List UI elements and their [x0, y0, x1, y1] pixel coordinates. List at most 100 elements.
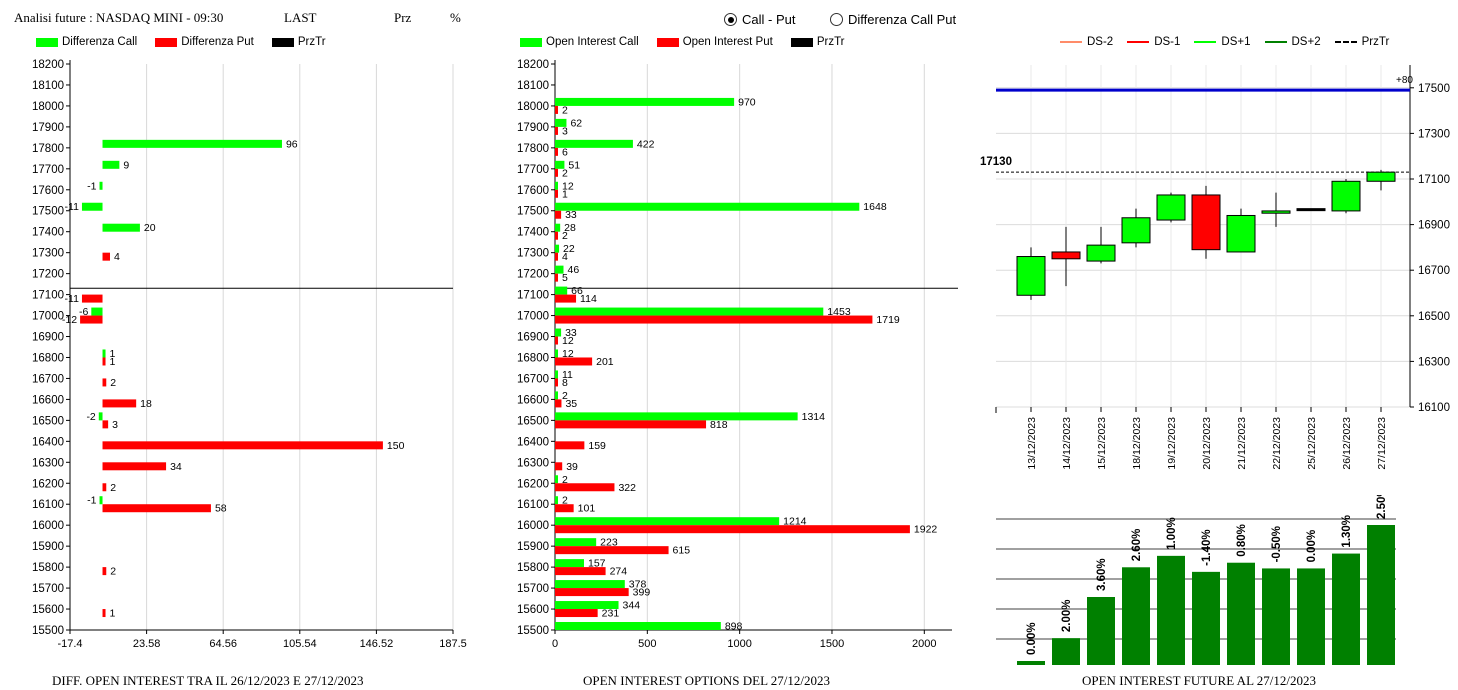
bar-call — [102, 139, 282, 148]
bar-call — [555, 202, 860, 211]
radio-call-put[interactable]: Call - Put — [724, 12, 795, 27]
y-tick-label: 18200 — [517, 59, 549, 71]
data-label: -11 — [65, 293, 80, 305]
y-tick-label: 17000 — [32, 311, 64, 323]
y-tick-label: 16700 — [517, 373, 549, 385]
legend-item: DS+2 — [1264, 36, 1321, 48]
bar-call — [555, 580, 625, 589]
bar-put — [555, 168, 558, 177]
y-tick-label: 16100 — [32, 499, 64, 511]
y-tick-label: 16800 — [517, 352, 549, 364]
data-label: 96 — [286, 138, 298, 150]
data-label: 33 — [565, 327, 577, 339]
bar-put — [555, 315, 873, 324]
y-tick-label: 16700 — [32, 373, 64, 385]
x-tick-label: 1000 — [727, 638, 751, 650]
diff-open-interest-chart: -17.4 23.58 64.56 105.54 146.52 187.518200181… — [32, 59, 467, 650]
data-label: 2 — [562, 474, 568, 486]
y-tick-label: 16500 — [517, 415, 549, 427]
data-label: 159 — [588, 440, 606, 452]
data-label: 34 — [170, 461, 182, 473]
data-label: 2.50% — [1376, 495, 1388, 519]
y-tick-label: 16000 — [517, 520, 549, 532]
bar-call — [555, 181, 558, 190]
bar-put — [555, 336, 558, 345]
candle-body — [1156, 194, 1186, 221]
data-label: 399 — [633, 587, 651, 599]
bar-put — [555, 441, 585, 450]
y-tick-label: 16200 — [517, 478, 549, 490]
y-tick-label: 18100 — [32, 80, 64, 92]
bar-put — [555, 357, 593, 366]
bar-put — [81, 294, 103, 303]
candle-body — [1331, 180, 1361, 212]
bar-call — [81, 202, 103, 211]
y-tick-label: 17100 — [517, 290, 549, 302]
y-tick-label: 16900 — [1418, 220, 1450, 232]
x-tick-label: 27/12/2023 — [1376, 417, 1388, 470]
caption-future: OPEN INTEREST FUTURE AL 27/12/2023 — [1082, 673, 1317, 688]
y-tick-label: 16200 — [32, 478, 64, 490]
candle-body — [1261, 210, 1291, 214]
data-label: 3 — [562, 125, 568, 137]
bar — [1157, 555, 1185, 665]
y-tick-label: 17900 — [517, 122, 549, 134]
data-label: 2 — [562, 495, 568, 507]
x-tick-label: 23.58 — [133, 638, 161, 650]
legend-swatch — [656, 37, 679, 47]
y-tick-label: 18200 — [32, 59, 64, 71]
data-label: 157 — [588, 558, 606, 570]
data-label: 1719 — [876, 314, 900, 326]
y-tick-label: 17400 — [517, 227, 549, 239]
data-label: 2 — [562, 167, 568, 179]
data-label: 1 — [110, 348, 116, 360]
x-tick-label: 64.56 — [209, 638, 237, 650]
y-tick-label: 16300 — [1418, 356, 1450, 368]
bar-put — [555, 525, 910, 534]
bar-put — [102, 399, 137, 408]
future-oi-bar-chart: 0.00% 2.00% 3.60% 2.60% 1.00% -1.40% 0.80% -0.5… — [996, 495, 1396, 665]
y-tick-label: 18100 — [517, 80, 549, 92]
page-title: Analisi future : NASDAQ MINI - 09:30 — [14, 10, 224, 25]
data-label: 0.80% — [1236, 524, 1248, 557]
prz-label: Prz — [394, 10, 412, 25]
data-label: 12 — [562, 348, 574, 360]
bar-call — [555, 97, 735, 106]
x-tick-label: 15/12/2023 — [1096, 417, 1108, 470]
last-label: LAST — [284, 10, 317, 25]
bar-call — [555, 139, 633, 148]
data-label: 1214 — [783, 516, 807, 528]
x-tick-label: 22/12/2023 — [1271, 417, 1283, 470]
radio-differenza-call-put[interactable]: Differenza Call Put — [830, 12, 956, 27]
bar-call — [555, 475, 558, 484]
data-label: 8 — [562, 377, 568, 389]
data-label: 344 — [623, 600, 641, 612]
legend-swatch — [36, 37, 58, 47]
y-tick-label: 17500 — [32, 206, 64, 218]
data-label: 422 — [637, 138, 655, 150]
bar-call — [98, 412, 103, 421]
bar-put — [102, 567, 107, 576]
data-label: 2 — [562, 390, 568, 402]
y-tick-label: 17600 — [517, 185, 549, 197]
bar-put — [555, 462, 563, 471]
data-label: 1 — [110, 608, 116, 620]
candle-body — [1086, 244, 1116, 262]
bar-call — [99, 181, 103, 190]
y-tick-label: 17300 — [32, 248, 64, 260]
legend-diff: Differenza Call Differenza Put PrzTr — [36, 36, 344, 48]
legend-item: Differenza Put — [155, 36, 254, 48]
ds-offset-label: +80 — [1396, 75, 1413, 86]
bar — [1297, 568, 1325, 665]
data-label: 4 — [114, 251, 120, 263]
bar — [1122, 567, 1150, 665]
bar-call — [91, 307, 103, 316]
bar-put — [102, 441, 383, 450]
data-label: 101 — [578, 503, 596, 515]
bar-call — [555, 328, 562, 337]
candlestick-chart: 17500 17300 17100 16900 16700 16500 16300 16100… — [980, 65, 1450, 470]
open-interest-options-chart: 0 500 1000 1500 2000 18200 18100 18000 17900 1780… — [517, 59, 958, 650]
data-label: 51 — [568, 159, 580, 171]
bar-put — [555, 294, 577, 303]
data-label: 1648 — [863, 201, 887, 213]
